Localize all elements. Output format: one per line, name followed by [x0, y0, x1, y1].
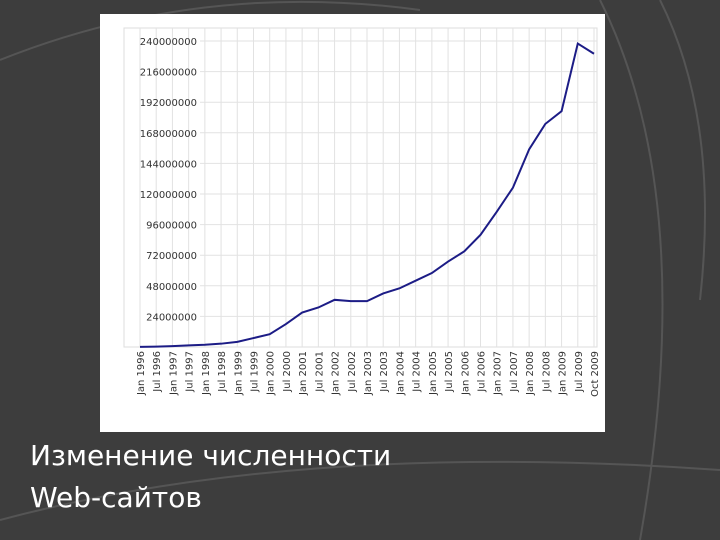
- x-tick-label: Oct 2009: [590, 351, 601, 397]
- x-tick-label: Jul 1998: [217, 351, 228, 393]
- x-tick-label: Jan 2008: [525, 351, 536, 396]
- x-tick-label: Jul 2006: [477, 351, 488, 393]
- x-tick-label: Jul 2003: [379, 351, 390, 393]
- x-tick-label: Jan 1998: [201, 351, 212, 396]
- y-tick-label: 168000000: [140, 129, 197, 140]
- x-tick-label: Jul 2004: [412, 351, 423, 393]
- y-tick-label: 240000000: [140, 37, 197, 48]
- x-tick-label: Jan 1996: [136, 351, 147, 396]
- y-tick-label: 24000000: [146, 312, 197, 323]
- y-tick-label: 96000000: [146, 221, 197, 232]
- caption-line: Изменение численности: [30, 439, 391, 472]
- x-tick-label: Jan 2001: [298, 351, 309, 396]
- x-tick-label: Jan 2005: [428, 351, 439, 396]
- x-tick-label: Jul 1997: [185, 351, 196, 393]
- x-tick-label: Jul 2000: [282, 351, 293, 393]
- x-tick-label: Jul 2008: [541, 351, 552, 393]
- x-tick-label: Jul 2001: [314, 351, 325, 393]
- x-tick-label: Jan 1999: [233, 351, 244, 396]
- x-tick-label: Jul 2005: [444, 351, 455, 393]
- x-tick-label: Jan 2007: [493, 351, 504, 396]
- x-tick-label: Jul 2002: [347, 351, 358, 393]
- x-tick-label: Jul 1999: [250, 351, 261, 393]
- x-tick-label: Jan 2000: [266, 351, 277, 396]
- plot-area: [123, 27, 598, 348]
- x-tick-label: Jan 1997: [168, 351, 179, 396]
- y-tick-label: 192000000: [140, 98, 197, 109]
- y-tick-label: 72000000: [146, 251, 197, 262]
- x-tick-label: Jan 2004: [395, 351, 406, 396]
- x-tick-label: Jul 2007: [509, 351, 520, 393]
- y-tick-label: 216000000: [140, 68, 197, 79]
- y-tick-label: 120000000: [140, 190, 197, 201]
- x-tick-label: Jan 2006: [460, 351, 471, 396]
- x-tick-label: Jan 2002: [331, 351, 342, 396]
- plot: Jan 1996 Jul 1996 Jan 1997 Jul 1997 Jan 1998…: [123, 27, 601, 397]
- x-tick-label: Jan 2009: [558, 351, 569, 396]
- x-tick-label: Jul 2009: [574, 351, 585, 393]
- y-tick-label: 48000000: [146, 282, 197, 293]
- y-tick-label: 144000000: [140, 159, 197, 170]
- x-tick-label: Jan 2003: [363, 351, 374, 396]
- data-line: [139, 41, 595, 348]
- caption-line: Web-сайтов: [30, 481, 202, 514]
- x-tick-label: Jul 1996: [152, 351, 163, 393]
